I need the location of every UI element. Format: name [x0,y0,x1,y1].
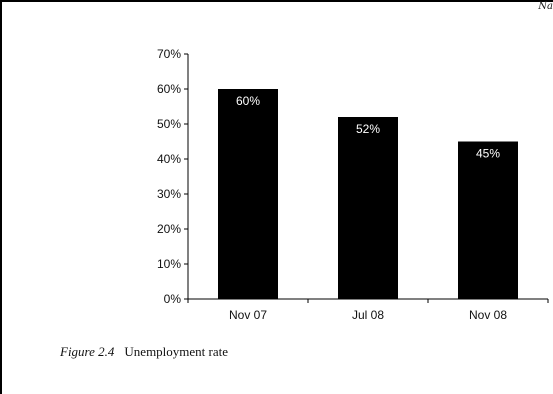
y-tick-label: 60% [157,82,181,96]
figure-caption: Figure 2.4 Unemployment rate [60,344,228,360]
bar [458,141,518,299]
y-tick-label: 30% [157,187,181,201]
bar-chart: 0% 10% 20% 30% 40% 50% 60% 70% 60% Nov 07 52% Jul 0… [157,47,549,322]
figure-number: Figure 2.4 [60,344,115,359]
bar-value-label: 60% [236,94,260,108]
bar-value-label: 45% [476,147,500,161]
y-tick-label: 40% [157,152,181,166]
figure-caption-text: Unemployment rate [124,344,229,359]
bar [338,117,398,299]
x-tick-label: Nov 08 [469,308,507,322]
x-tick-label: Nov 07 [229,308,267,322]
y-tick-label: 10% [157,257,181,271]
running-header-fragment: Na [538,1,553,12]
x-tick-label: Jul 08 [352,308,384,322]
y-tick-label: 70% [157,47,181,61]
y-tick-label: 0% [164,292,182,306]
bar [218,89,278,299]
bar-value-label: 52% [356,122,380,136]
y-tick-label: 20% [157,222,181,236]
y-tick-label: 50% [157,117,181,131]
